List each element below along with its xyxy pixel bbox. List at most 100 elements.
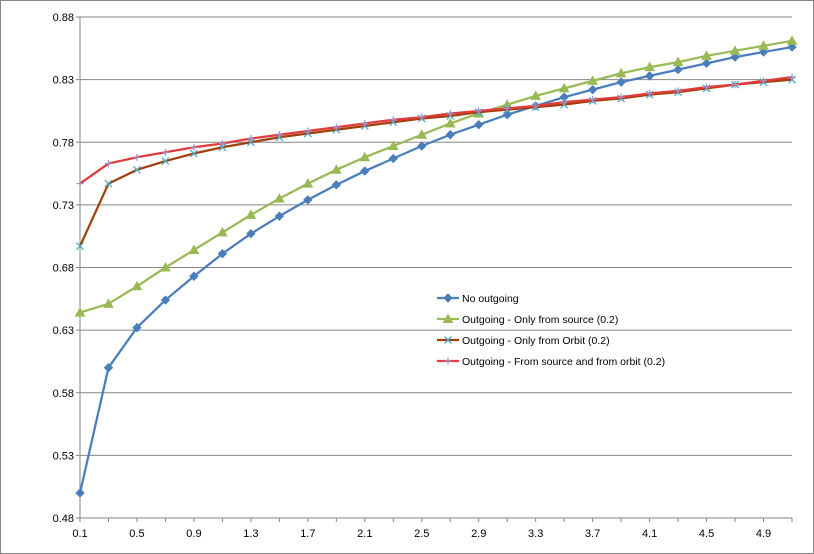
x-tick-label: 4.1 [642,528,657,540]
data-point-stroke [189,149,198,158]
data-point [617,93,625,101]
x-tick-label: 1.3 [243,528,258,540]
series-line [78,45,793,494]
data-point [730,52,740,62]
data-point [274,193,285,203]
data-point [133,153,141,161]
data-point [304,127,312,135]
x-tick-label: 0.5 [129,528,144,540]
data-point [672,56,684,67]
data-point [103,362,114,373]
data-point [530,90,542,100]
x-tick-label: 4.5 [699,528,714,540]
data-point [330,164,342,174]
x-tick-label: 2.1 [357,528,372,540]
data-point [532,102,540,110]
legend-label: Outgoing - From source and from orbit (0… [462,356,665,368]
data-point [75,488,85,498]
data-point [786,35,798,45]
data-point [389,116,397,124]
data-point [758,40,769,50]
data-point [587,75,598,85]
y-axis-ticks: 0.48 0.53 0.58 0.63 0.68 0.73 0.78 0.83 0.88 [53,12,80,525]
data-point [161,157,170,165]
data-point [474,120,484,130]
series-group [74,35,798,498]
data-point-stroke [161,157,170,165]
x-axis-ticks: 0.1 0.5 0.9 1.3 1.7 2.1 2.5 2.9 3.3 3.7 4.1 4.5 4.9 [72,518,793,540]
data-point [502,109,512,120]
data-point [132,322,142,333]
legend-label: Outgoing - Only from source (0.2) [462,314,618,326]
data-point [302,178,314,188]
y-tick-label: 0.63 [53,325,74,337]
data-point [76,242,84,251]
data-point [731,81,739,89]
x-tick-label: 0.9 [186,528,201,540]
data-point [475,107,483,115]
y-tick-label: 0.53 [53,450,74,462]
data-point [418,113,426,121]
y-tick-label: 0.78 [53,137,74,149]
data-point [218,140,226,148]
data-point [503,104,511,112]
series-1 [75,42,797,498]
data-point [161,148,169,156]
data-point [416,129,428,139]
data-point [787,42,797,52]
data-point [245,209,257,219]
y-tick-label: 0.58 [53,388,74,400]
data-point [160,295,171,305]
data-point [361,119,369,127]
data-point [558,82,570,93]
legend-entry: Outgoing - Only from Orbit (0.2) [437,335,610,347]
data-point [589,96,597,104]
data-point-stroke [104,179,113,188]
data-point [190,143,198,151]
legend-label: No outgoing [462,293,519,305]
data-point [445,130,455,140]
legend: No outgoing Outgoing - Only from source (… [437,293,665,368]
data-point [444,336,452,344]
data-point [104,179,113,188]
y-tick-label: 0.88 [53,12,74,24]
data-point [217,249,228,259]
data-point [160,261,171,272]
data-point [188,244,200,254]
x-tick-label: 3.3 [528,528,543,540]
data-point [331,180,342,190]
x-tick-label: 3.7 [585,528,600,540]
y-tick-label: 0.48 [53,513,74,525]
data-point [443,293,453,303]
x-tick-label: 0.1 [72,528,87,540]
data-point [303,195,313,205]
data-point [729,45,741,55]
data-point [616,77,626,87]
data-point [446,109,454,117]
data-point [674,87,682,95]
data-point [131,280,143,291]
series-line [79,76,793,185]
data-point [104,160,112,168]
data-point [246,228,256,239]
x-tick-label: 4.9 [756,528,771,540]
data-point [247,134,255,142]
x-tick-label: 2.5 [414,528,429,540]
data-point [388,153,398,164]
data-point [703,83,711,91]
series-4 [76,73,796,188]
legend-label: Outgoing - Only from Orbit (0.2) [462,335,610,347]
y-tick-label: 0.73 [53,200,74,212]
data-point [275,131,283,139]
data-point [673,64,683,75]
x-tick-label: 1.7 [300,528,315,540]
data-point [274,211,285,221]
data-point [644,61,655,72]
data-point [587,84,598,95]
data-point [442,313,454,323]
data-point [76,180,84,188]
data-point [615,67,627,78]
data-point [360,166,370,176]
series-line [79,39,793,314]
data-point-stroke [444,336,452,344]
